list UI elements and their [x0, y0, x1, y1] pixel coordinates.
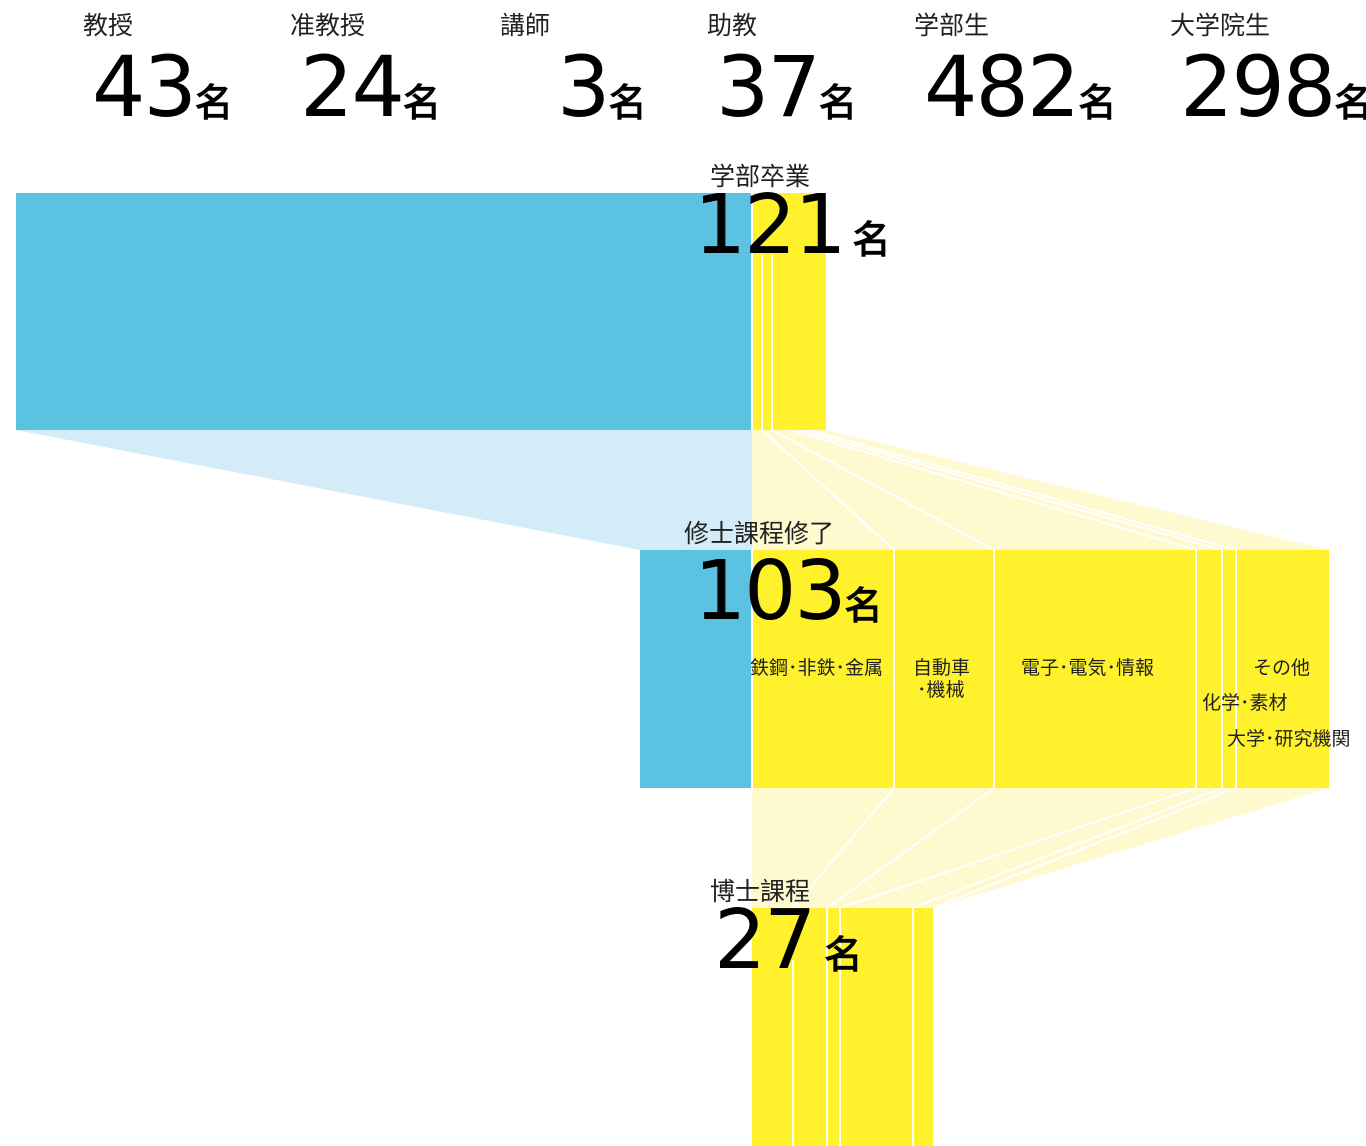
stage-master-label: 修士課程修了 — [684, 519, 835, 548]
stat-value: 3名 — [557, 38, 646, 136]
flow-divider — [809, 429, 1237, 551]
stat-unit: 名 — [194, 81, 233, 125]
stage-doctor-yellow-bar — [752, 908, 933, 1146]
stage-number: 27 — [714, 893, 816, 988]
stat-number: 43 — [92, 38, 197, 136]
stage-master-blue-bar — [640, 550, 752, 788]
stat-label: 学部生 — [914, 11, 990, 40]
stat-value: 24名 — [300, 38, 441, 136]
stage-doctor-label: 博士課程 — [710, 877, 811, 906]
stage-undergrad-yellow-bar — [752, 193, 826, 430]
stage-number: 103 — [694, 544, 847, 639]
stat-label: 教授 — [83, 11, 134, 40]
stage-number: 121 — [694, 178, 847, 273]
flow-divider — [932, 787, 1237, 909]
flow-divider — [839, 787, 1197, 909]
category-steel-label: 鉄鋼･非鉄･金属 — [750, 657, 884, 679]
flow-divider — [771, 429, 995, 551]
stat-label: 大学院生 — [1170, 11, 1271, 40]
stat-unit: 名 — [1334, 81, 1366, 125]
category-chemical-label: 化学･素材 — [1202, 692, 1288, 714]
category-other-label: その他 — [1253, 657, 1311, 679]
flow-divider — [789, 429, 1197, 551]
stat-value: 298名 — [1180, 38, 1366, 136]
stage-undergrad-label: 学部卒業 — [710, 162, 811, 191]
stat-unit: 名 — [1078, 81, 1117, 125]
stage-unit: 名 — [824, 933, 863, 977]
flow-divider — [912, 787, 1223, 909]
stage-master-yellow-bar — [752, 550, 1329, 788]
stat-value: 37名 — [716, 38, 857, 136]
stat-unit: 名 — [818, 81, 857, 125]
stage-undergrad-blue-bar — [16, 193, 752, 430]
stage-unit: 名 — [844, 584, 883, 628]
flow-divider — [826, 787, 995, 909]
stat-label: 助教 — [707, 11, 758, 40]
stat-label: 講師 — [500, 11, 551, 40]
stage-unit: 名 — [852, 218, 891, 262]
flow-divider — [761, 429, 895, 551]
category-electronics-label: 電子･電気･情報 — [1021, 657, 1155, 679]
category-auto-label-line2: ･機械 — [917, 679, 965, 701]
stat-number: 298 — [1180, 38, 1336, 136]
category-university-label: 大学･研究機関 — [1227, 728, 1351, 750]
stage-master-value: 103名 — [694, 544, 883, 639]
stat-number: 24 — [300, 38, 405, 136]
category-auto-label: 自動車 — [913, 657, 971, 679]
flow-connector-yellow — [752, 788, 1329, 908]
stage-undergrad-value: 121 名 — [694, 178, 891, 273]
stat-value: 43名 — [92, 38, 233, 136]
stage-doctor-value: 27 名 — [714, 893, 862, 988]
stat-label: 准教授 — [290, 11, 366, 40]
flow-divider — [799, 429, 1223, 551]
flow-divider — [792, 787, 895, 909]
flow-connector-yellow — [752, 430, 1329, 550]
stat-unit: 名 — [402, 81, 441, 125]
flow-connector-blue — [16, 430, 752, 550]
stat-unit: 名 — [608, 81, 647, 125]
stat-number: 482 — [924, 38, 1080, 136]
stat-value: 482名 — [924, 38, 1116, 136]
stat-number: 3 — [557, 38, 610, 136]
stat-number: 37 — [716, 38, 821, 136]
